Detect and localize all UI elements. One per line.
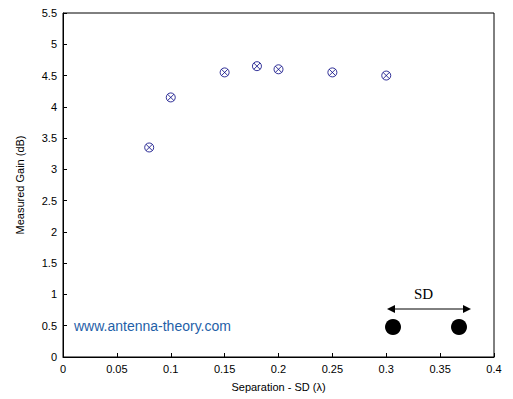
svg-text:1.5: 1.5 (42, 257, 57, 269)
svg-text:4.5: 4.5 (42, 70, 57, 82)
svg-text:2: 2 (51, 226, 57, 238)
svg-text:3.5: 3.5 (42, 132, 57, 144)
svg-text:www.antenna-theory.com: www.antenna-theory.com (73, 318, 231, 334)
svg-text:1: 1 (51, 288, 57, 300)
svg-text:3: 3 (51, 163, 57, 175)
svg-text:2.5: 2.5 (42, 195, 57, 207)
svg-text:0.35: 0.35 (429, 363, 450, 375)
svg-text:SD: SD (414, 286, 433, 302)
svg-text:0.5: 0.5 (42, 320, 57, 332)
svg-text:5.5: 5.5 (42, 7, 57, 19)
svg-text:0.3: 0.3 (379, 363, 394, 375)
svg-text:0.25: 0.25 (322, 363, 343, 375)
svg-text:0: 0 (51, 351, 57, 363)
svg-text:0: 0 (60, 363, 66, 375)
svg-text:0.2: 0.2 (271, 363, 286, 375)
svg-text:0.1: 0.1 (163, 363, 178, 375)
svg-text:0.05: 0.05 (106, 363, 127, 375)
svg-text:0.4: 0.4 (486, 363, 501, 375)
svg-text:Separation - SD (λ): Separation - SD (λ) (231, 381, 325, 393)
svg-text:5: 5 (51, 38, 57, 50)
svg-text:4: 4 (51, 101, 57, 113)
svg-text:0.15: 0.15 (214, 363, 235, 375)
svg-text:Measured Gain (dB): Measured Gain (dB) (14, 135, 26, 234)
